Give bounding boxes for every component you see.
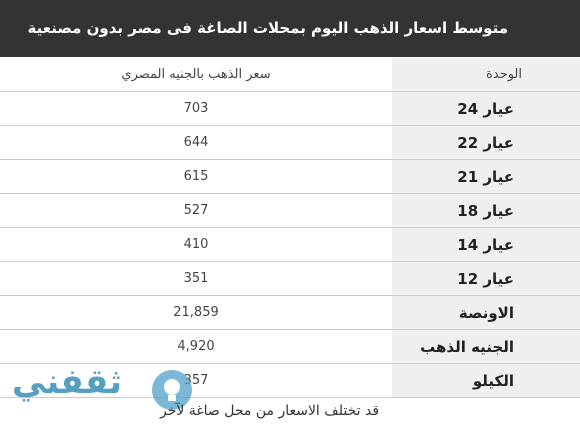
unit-cell: عيار 18 (392, 193, 580, 228)
note: قد تختلف الاسعار من محل صاغة لآخر (160, 403, 380, 419)
price-cell: 21,859 (0, 295, 392, 330)
price-cell: 4,920 (0, 329, 392, 364)
table-row: عيار 12 351 (0, 261, 580, 296)
watermark-icon (152, 370, 192, 410)
table-row: عيار 14 410 (0, 227, 580, 262)
table-body: الوحدة سعر الذهب بالجنيه المصري عيار 24 703… (0, 58, 580, 398)
price-table: الوحدة سعر الذهب بالجنيه المصري عيار 24 703… (0, 58, 580, 398)
unit-cell: عيار 14 (392, 227, 580, 262)
unit-cell: عيار 21 (392, 159, 580, 194)
watermark: ثقفني (12, 362, 122, 402)
unit-cell: عيار 24 (392, 91, 580, 126)
unit-cell: عيار 12 (392, 261, 580, 296)
unit-cell: الكيلو (392, 363, 580, 398)
table-row: عيار 18 527 (0, 193, 580, 228)
table-row: الوحدة سعر الذهب بالجنيه المصري (0, 58, 580, 92)
price-cell: 703 (0, 91, 392, 126)
price-cell: 351 (0, 261, 392, 296)
price-cell: 615 (0, 159, 392, 194)
unit-cell: عيار 22 (392, 125, 580, 160)
table-row: عيار 24 703 (0, 91, 580, 126)
table-title: متوسط اسعار الذهب اليوم بمحلات الصاغة فى… (0, 0, 580, 57)
unit-cell: الاونصة (392, 295, 580, 330)
table-row: الجنيه الذهب 4,920 (0, 329, 580, 364)
price-cell: سعر الذهب بالجنيه المصري (0, 58, 392, 92)
unit-cell: الوحدة (392, 58, 580, 92)
table-row: عيار 21 615 (0, 159, 580, 194)
unit-cell: الجنيه الذهب (392, 329, 580, 364)
price-cell: 644 (0, 125, 392, 160)
table-row: الاونصة 21,859 (0, 295, 580, 330)
table-row: عيار 22 644 (0, 125, 580, 160)
price-cell: 410 (0, 227, 392, 262)
price-cell: 527 (0, 193, 392, 228)
